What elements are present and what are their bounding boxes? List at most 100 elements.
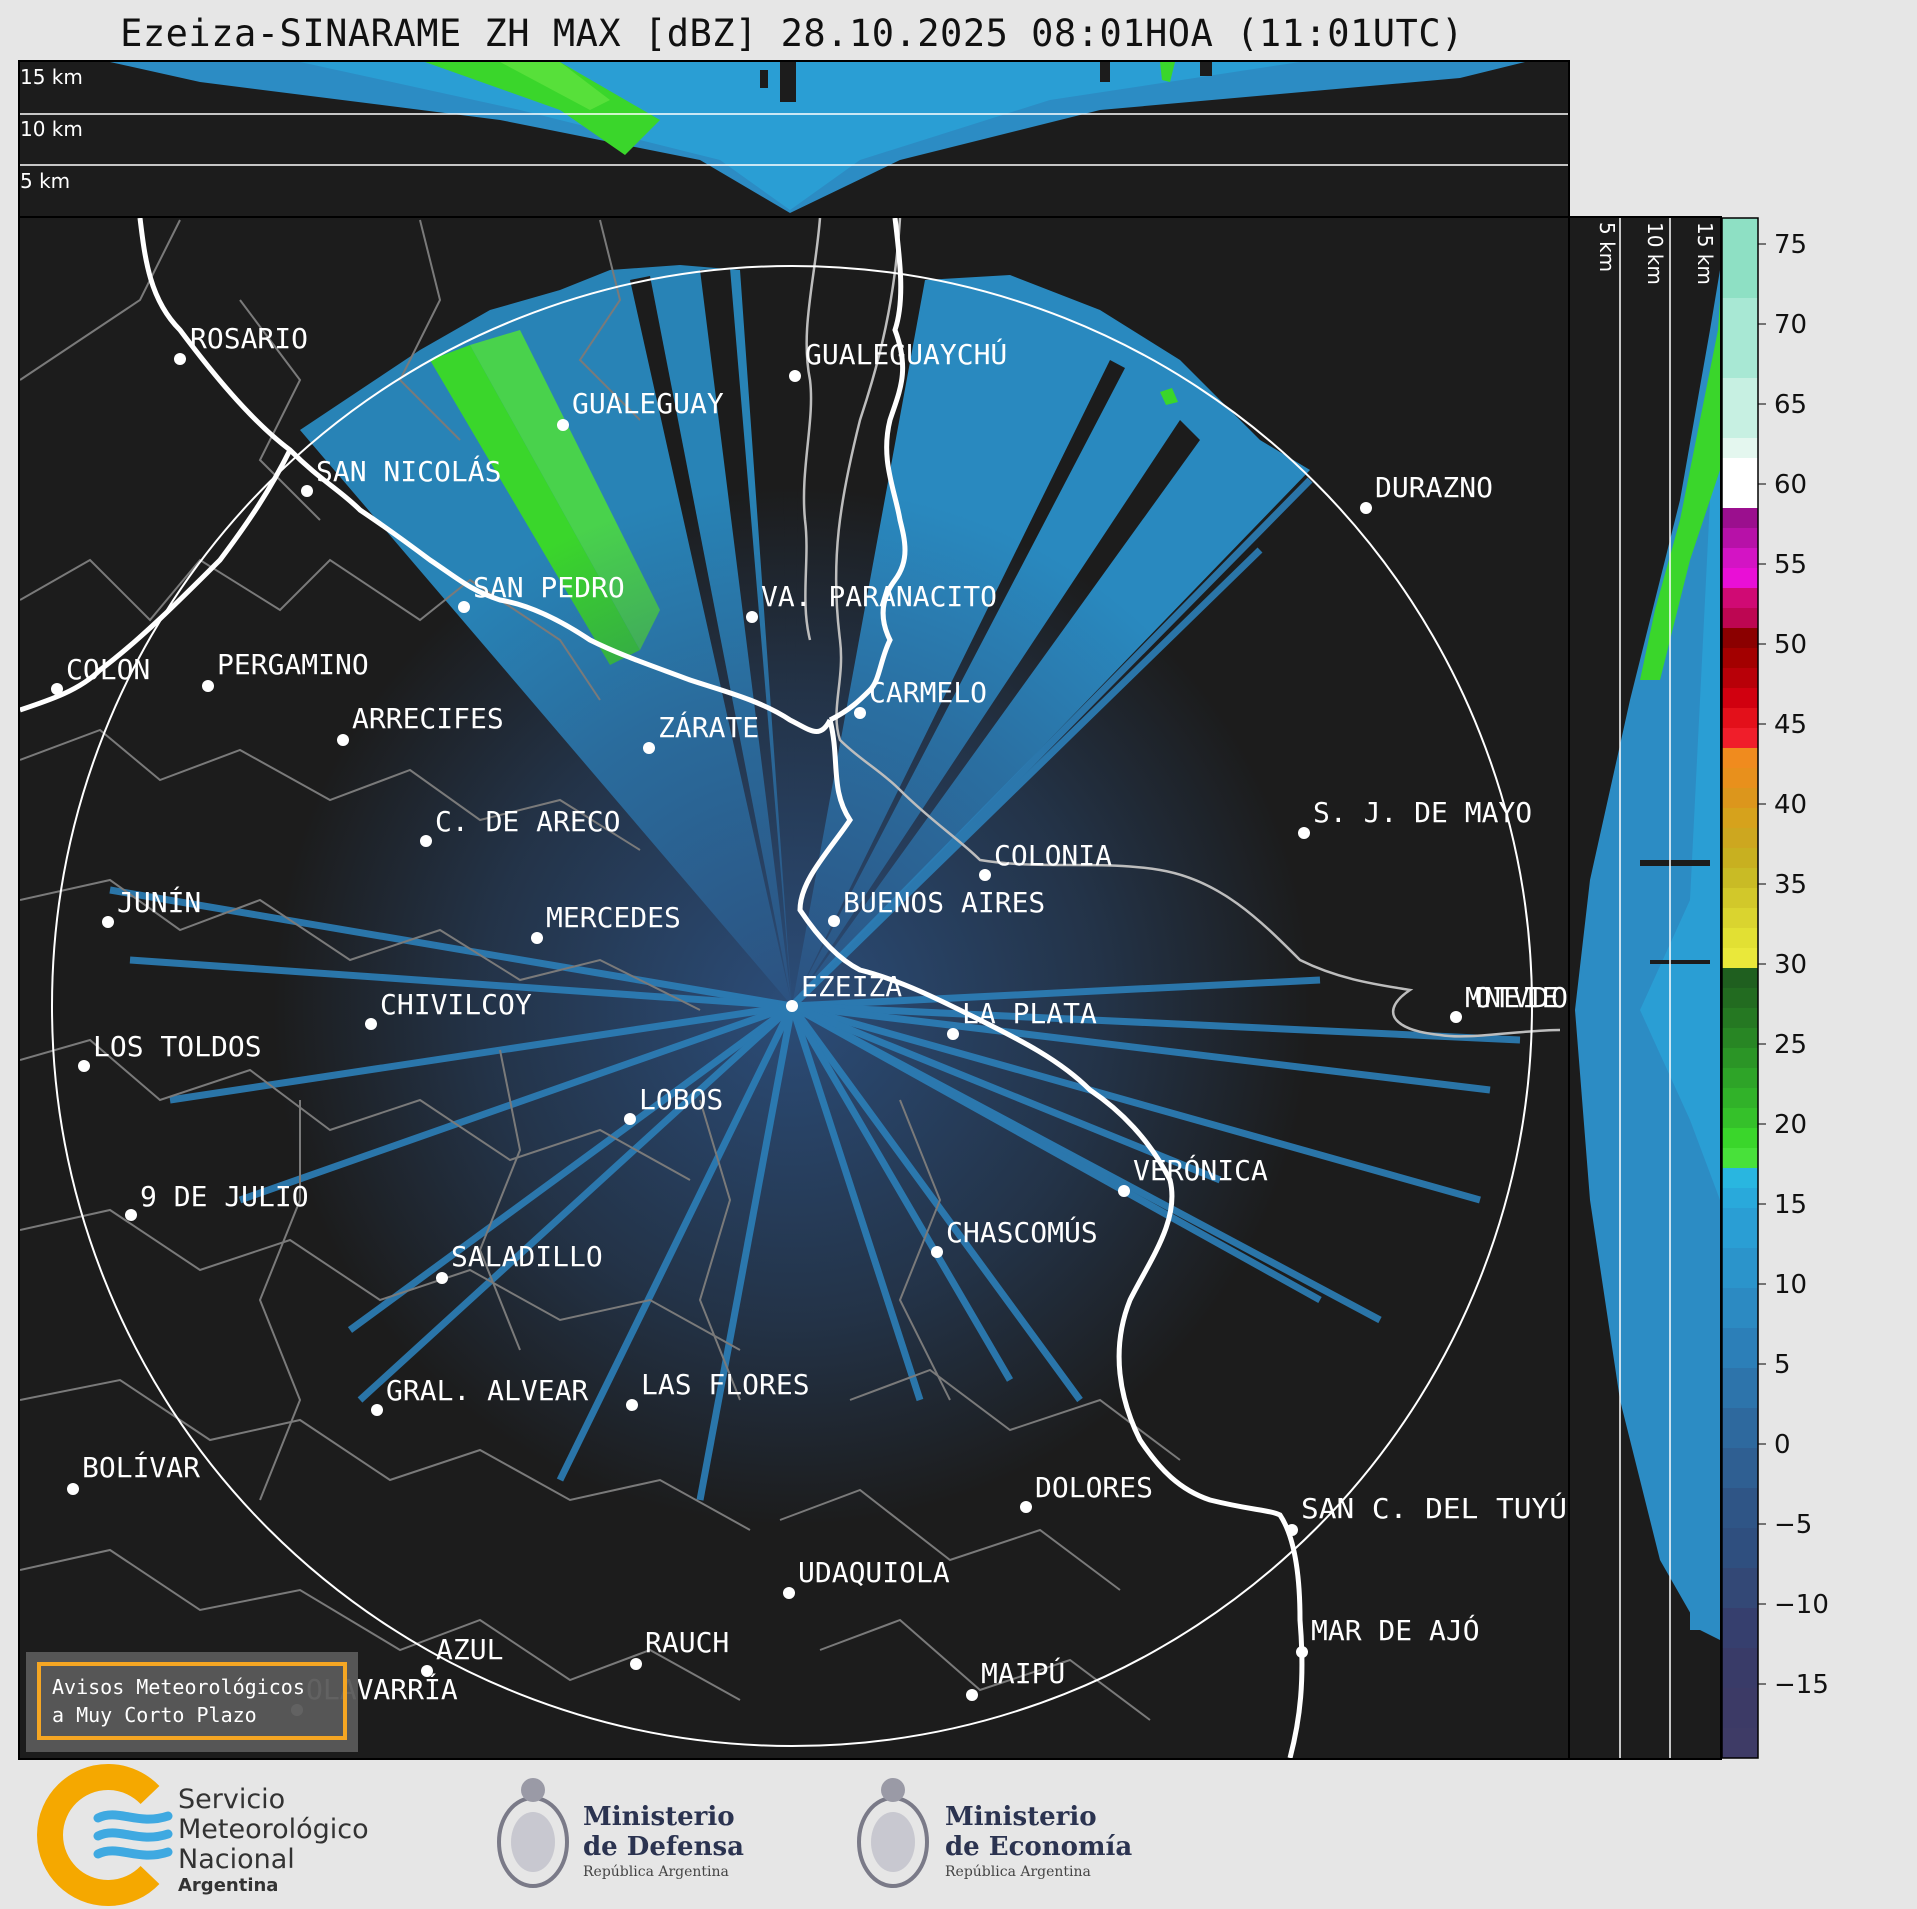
- city-label: S. J. DE MAYO: [1313, 796, 1532, 829]
- city-label: SALADILLO: [451, 1240, 603, 1273]
- city-label: MAR DE AJÓ: [1311, 1613, 1480, 1647]
- colorbar-tick-label: 30: [1774, 950, 1807, 980]
- city-label: GRAL. ALVEAR: [386, 1374, 588, 1407]
- colorbar-tick-label: 0: [1774, 1430, 1791, 1460]
- city-label: AZUL: [436, 1633, 503, 1666]
- smn-wordmark: Servicio Meteorológico Nacional Argentin…: [178, 1785, 369, 1897]
- city-label: SAN C. DEL TUYÚ: [1301, 1491, 1567, 1525]
- colorbar-ticks: 75 70 65 60 55 50 45 40 35 30 25 20 15 1…: [1758, 230, 1829, 1700]
- city-la-plata: LA PLATA: [947, 997, 1097, 1040]
- city-san-pedro: SAN PEDRO: [458, 571, 625, 613]
- colorbar-tick-label: −15: [1774, 1670, 1829, 1700]
- economia-line-3: República Argentina: [945, 1864, 1091, 1880]
- city-saladillo: SALADILLO: [436, 1240, 603, 1284]
- city-zarate: ZÁRATE: [643, 710, 759, 754]
- colorbar-tick-label: 15: [1774, 1190, 1807, 1220]
- city-label: SAN PEDRO: [473, 571, 625, 604]
- city-layer: ROSARIO GUALEGUAYCHÚ GUALEGUAY SAN NICOL…: [51, 322, 1568, 1716]
- city-label: BUENOS AIRES: [843, 886, 1045, 919]
- colorbar-tick-label: −10: [1774, 1590, 1829, 1620]
- city-gualeguaychu: GUALEGUAYCHÚ: [789, 337, 1007, 382]
- smn-line-3: Nacional: [178, 1844, 295, 1875]
- city-label: COLON: [66, 653, 150, 686]
- colorbar-tick-label: 35: [1774, 870, 1807, 900]
- short-term-warnings-badge[interactable]: Avisos Meteorológicos a Muy Corto Plazo: [26, 1652, 358, 1752]
- city-chivilcoy: CHIVILCOY: [365, 988, 532, 1030]
- economia-emblem: [857, 1778, 929, 1888]
- city-label: JUNÍN: [117, 885, 201, 919]
- defensa-emblem: [497, 1778, 569, 1888]
- city-label: GUALEGUAYCHÚ: [805, 337, 1007, 371]
- city-label: CARMELO: [869, 676, 987, 709]
- range-ring: [51, 265, 1533, 1747]
- city-label: ARRECIFES: [352, 702, 504, 735]
- city-los-toldos: LOS TOLDOS: [78, 1030, 262, 1072]
- city-label: GUALEGUAY: [572, 387, 724, 420]
- colorbar-tick-label: 60: [1774, 470, 1807, 500]
- city-junin: JUNÍN: [102, 885, 201, 928]
- city-arrecifes: ARRECIFES: [337, 702, 504, 746]
- map-panel: ROSARIO GUALEGUAYCHÚ GUALEGUAY SAN NICOL…: [18, 216, 1570, 1760]
- colorbar-tick-label: 20: [1774, 1110, 1807, 1140]
- echo-rays: [109, 477, 1521, 1501]
- city-mercedes: MERCEDES: [531, 901, 681, 944]
- city-label: 9 DE JULIO: [140, 1180, 309, 1213]
- city-azul: AZUL: [421, 1633, 503, 1677]
- top-height-label-10: 10 km: [20, 117, 83, 141]
- city-carmelo: CARMELO: [854, 676, 987, 719]
- colorbar-segments: [1722, 218, 1758, 1758]
- city-colonia: COLONIA: [979, 839, 1112, 881]
- city-pergamino: PERGAMINO: [202, 648, 369, 692]
- smn-line-2: Meteorológico: [178, 1814, 369, 1845]
- defensa-wordmark: Ministerio de Defensa República Argentin…: [583, 1802, 744, 1882]
- city-label: SAN NICOLÁS: [316, 454, 501, 488]
- colorbar-tick-label: 55: [1774, 550, 1807, 580]
- side-height-label-15: 15 km: [1693, 222, 1717, 285]
- city-label: LAS FLORES: [641, 1368, 810, 1401]
- city-udaquiola: UDAQUIOLA: [783, 1556, 950, 1599]
- colorbar-tick-label: 65: [1774, 390, 1807, 420]
- colorbar-tick-label: 45: [1774, 710, 1807, 740]
- city-colon: COLON: [51, 653, 150, 695]
- city-dolores: DOLORES: [1020, 1471, 1153, 1513]
- city-gualeguay: GUALEGUAY: [557, 387, 724, 431]
- city-rauch: RAUCH: [630, 1626, 729, 1670]
- city-label: LOS TOLDOS: [93, 1030, 262, 1063]
- city-lobos: LOBOS: [624, 1083, 723, 1125]
- city-label: BOLÍVAR: [82, 1450, 200, 1484]
- city-label: ZÁRATE: [658, 710, 759, 744]
- economia-line-1: Ministerio: [945, 1802, 1097, 1832]
- colorbar-tick-label: 40: [1774, 790, 1807, 820]
- city-label: DOLORES: [1035, 1471, 1153, 1504]
- colorbar-tick-label: 75: [1774, 230, 1807, 260]
- defensa-line-3: República Argentina: [583, 1864, 729, 1880]
- province-borders: [20, 219, 1181, 1721]
- top-section-panel: 15 km 10 km 5 km: [18, 60, 1570, 219]
- colorbar-tick-label: 70: [1774, 310, 1807, 340]
- city-durazno: DURAZNO: [1360, 471, 1493, 514]
- city-montevideo: MONTEVIDEO: [1450, 981, 1568, 1023]
- city-label: MONTEVIDEO: [1465, 981, 1568, 1014]
- city-va-paranacito: VA. PARANACITO: [746, 580, 997, 623]
- colorbar-tick-label: 25: [1774, 1030, 1807, 1060]
- city-label: RAUCH: [645, 1626, 729, 1659]
- city-label: LOBOS: [639, 1083, 723, 1116]
- city-9-de-julio: 9 DE JULIO: [125, 1180, 309, 1221]
- reflectivity-colorbar: 75 70 65 60 55 50 45 40 35 30 25 20 15 1…: [1721, 217, 1829, 1759]
- warnings-line-1: Avisos Meteorológicos: [52, 1675, 305, 1699]
- page-title: Ezeiza-SINARAME ZH MAX [dBZ] 28.10.2025 …: [120, 12, 1464, 55]
- smn-line-1: Servicio: [178, 1784, 286, 1815]
- smn-logo[interactable]: [37, 1764, 173, 1906]
- city-bolivar: BOLÍVAR: [67, 1450, 200, 1495]
- city-gral-alvear: GRAL. ALVEAR: [371, 1374, 588, 1416]
- city-label: PERGAMINO: [217, 648, 369, 681]
- side-height-label-5: 5 km: [1595, 222, 1619, 272]
- city-san-nicolas: SAN NICOLÁS: [301, 454, 501, 497]
- top-height-label-15: 15 km: [20, 65, 83, 89]
- city-mar-de-ajo: MAR DE AJÓ: [1296, 1613, 1480, 1658]
- city-san-jose-de-mayo: S. J. DE MAYO: [1298, 796, 1532, 839]
- colorbar-tick-label: 10: [1774, 1270, 1807, 1300]
- city-san-clemente-del-tuyu: SAN C. DEL TUYÚ: [1286, 1491, 1567, 1536]
- city-las-flores: LAS FLORES: [626, 1368, 810, 1411]
- city-label: COLONIA: [994, 839, 1112, 872]
